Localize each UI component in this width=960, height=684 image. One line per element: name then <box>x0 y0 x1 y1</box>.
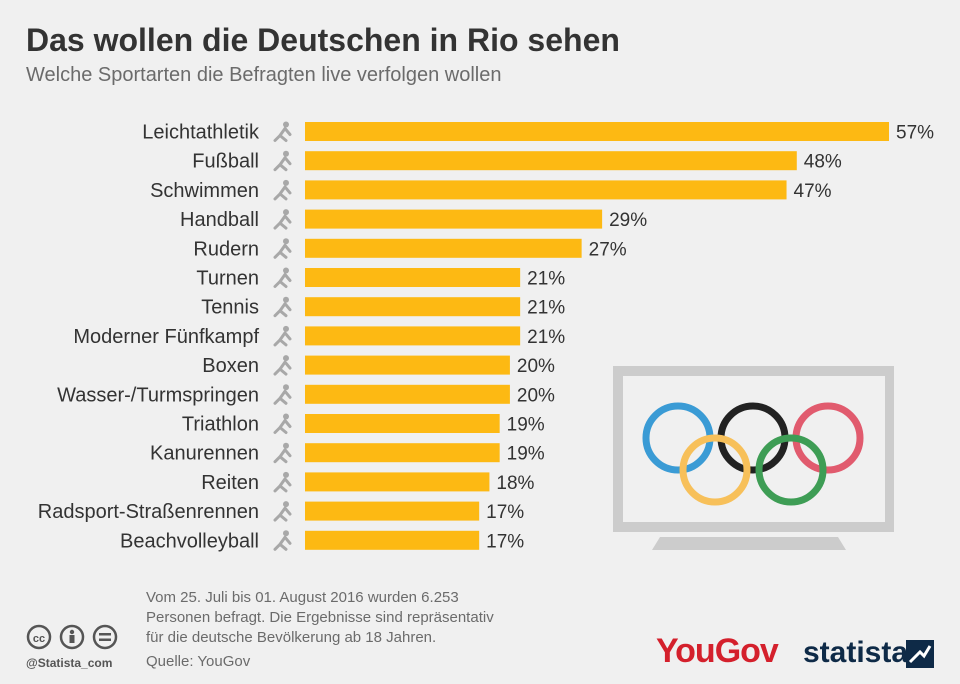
ring-green <box>755 434 827 506</box>
survey-footnote: Vom 25. Juli bis 01. August 2016 wurden … <box>146 588 494 672</box>
bar <box>305 443 500 463</box>
bar-row: Triathlon 19% <box>182 413 545 436</box>
footnote-line-2: Personen befragt. Die Ergebnisse sind re… <box>146 609 494 626</box>
category-label: Leichtathletik <box>142 122 260 144</box>
olympic-rings-icon <box>642 402 864 506</box>
category-label: Moderner Fünfkampf <box>73 326 259 348</box>
no-derivatives-icon <box>92 624 118 650</box>
bar <box>305 122 889 141</box>
value-label: 19% <box>507 415 545 436</box>
value-label: 29% <box>609 210 647 231</box>
cc-icon: cc <box>26 624 52 650</box>
value-label: 48% <box>804 152 842 173</box>
ring-black <box>717 402 789 474</box>
bar-row: Reiten 18% <box>201 471 535 494</box>
running-icon <box>273 121 292 142</box>
category-label: Radsport-Straßenrennen <box>38 501 259 523</box>
yougov-logo: YouGov <box>656 632 779 670</box>
value-label: 57% <box>896 123 934 144</box>
footnote-line-1: Vom 25. Juli bis 01. August 2016 wurden … <box>146 589 459 606</box>
category-label: Fußball <box>192 151 259 173</box>
value-label: 17% <box>486 531 524 552</box>
value-label: 18% <box>496 473 534 494</box>
bar-row: Turnen 21% <box>196 267 565 290</box>
statista-logo-icon <box>906 640 934 668</box>
value-label: 21% <box>527 298 565 319</box>
category-label: Beachvolleyball <box>120 530 259 552</box>
bar <box>305 501 480 521</box>
bar <box>305 530 480 550</box>
ring-yellow <box>679 434 751 506</box>
value-label: 19% <box>507 444 545 465</box>
pentathlon-icon <box>273 325 292 347</box>
swimming-icon <box>273 179 292 201</box>
bar <box>305 297 521 317</box>
category-label: Wasser-/Turmspringen <box>57 384 259 406</box>
value-label: 21% <box>527 269 565 290</box>
category-label: Kanurennen <box>150 443 259 465</box>
page-title: Das wollen die Deutschen in Rio sehen <box>26 22 620 58</box>
category-label: Tennis <box>201 297 259 319</box>
category-label: Boxen <box>202 355 259 377</box>
gymnastics-icon <box>273 267 292 288</box>
bar <box>305 384 510 404</box>
category-label: Turnen <box>196 268 259 290</box>
bar <box>305 180 787 200</box>
bar-row: Fußball 48% <box>192 150 842 173</box>
bar <box>305 268 521 287</box>
statista-handle: @Statista_com <box>26 656 113 670</box>
canoe-icon <box>273 442 292 464</box>
category-label: Schwimmen <box>150 180 259 202</box>
equestrian-icon <box>273 471 292 493</box>
bar-row: Kanurennen 19% <box>150 442 545 465</box>
rowing-icon <box>273 238 292 259</box>
statista-logo: statista <box>803 636 909 669</box>
bar <box>305 472 490 492</box>
bar <box>305 326 521 346</box>
olympic-tv-illustration <box>613 366 894 550</box>
bar-row: Moderner Fünfkampf 21% <box>73 325 565 348</box>
bar <box>305 209 603 229</box>
bar-row: Leichtathletik 57% <box>142 121 934 144</box>
page-subtitle: Welche Sportarten die Befragten live ver… <box>26 64 502 86</box>
bar-row: Wasser-/Turmspringen 20% <box>57 384 555 406</box>
tennis-icon <box>273 296 292 318</box>
bar-row: Tennis 21% <box>201 296 565 319</box>
value-label: 27% <box>589 239 627 260</box>
bar-row: Radsport-Straßenrennen 17% <box>38 501 524 523</box>
category-label: Reiten <box>201 472 259 494</box>
handball-icon <box>273 209 292 230</box>
attribution-icon <box>59 624 85 650</box>
triathlon-icon <box>273 413 292 434</box>
bar-row: Schwimmen 47% <box>150 179 832 202</box>
footnote-line-3: für die deutsche Bevölkerung ab 18 Jahre… <box>146 629 437 646</box>
cycling-icon <box>273 501 292 522</box>
value-label: 17% <box>486 502 524 523</box>
bar-chart: Leichtathletik 57% Fußball 48% Schwimmen 47% H… <box>38 121 934 552</box>
tv-screen-frame <box>613 366 894 532</box>
boxing-icon <box>273 355 292 376</box>
bar <box>305 238 582 258</box>
bar <box>305 151 797 171</box>
value-label: 20% <box>517 385 555 406</box>
creative-commons-icons: cc <box>26 624 118 650</box>
source-label: Quelle: YouGov <box>146 653 251 670</box>
bar <box>305 414 500 433</box>
value-label: 47% <box>794 181 832 202</box>
bar-row: Boxen 20% <box>202 355 555 377</box>
category-label: Handball <box>180 209 259 231</box>
category-label: Triathlon <box>182 414 259 436</box>
bar-row: Handball 29% <box>180 209 647 231</box>
bar <box>305 355 510 375</box>
tv-stand <box>652 537 846 550</box>
soccer-icon <box>273 150 292 172</box>
bar-row: Rudern 27% <box>193 238 627 260</box>
value-label: 21% <box>527 327 565 348</box>
value-label: 20% <box>517 356 555 377</box>
category-label: Rudern <box>193 238 259 260</box>
diving-icon <box>273 384 292 405</box>
bar-row: Beachvolleyball 17% <box>120 530 524 552</box>
volleyball-icon <box>273 530 292 551</box>
svg-text:cc: cc <box>33 633 45 645</box>
